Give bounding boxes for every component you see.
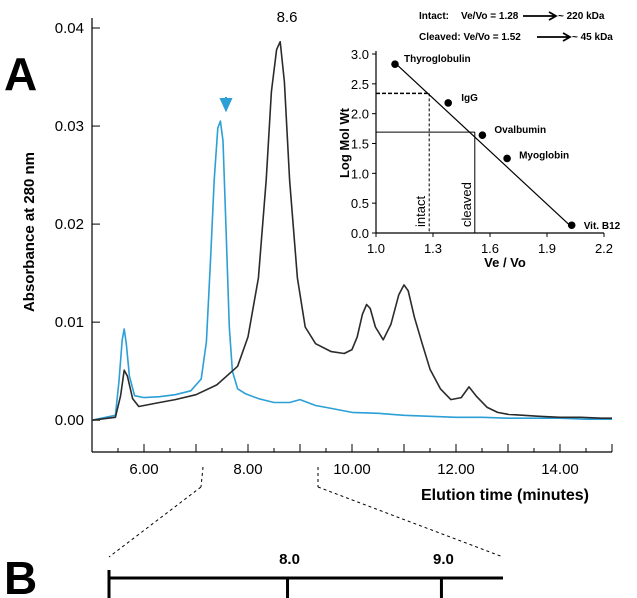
- note-intact-ratio: Ve/Vo = 1.28: [461, 11, 519, 22]
- main-chromatogram: 0.00 0.01 0.02 0.03 0.04 6.00 8.00 10.00 12.00 1…: [21, 9, 613, 504]
- data-point: [503, 154, 511, 163]
- data-point: [391, 60, 399, 68]
- inset-y-tick-label: 1.0: [351, 166, 369, 181]
- zoom-guides: [108, 466, 504, 558]
- point-label: Myoglobin: [519, 150, 569, 161]
- inset-x-title: Ve / Vo: [484, 255, 526, 270]
- inset-x-tick-label: 2.2: [595, 241, 613, 256]
- x-axis-title: Elution time (minutes): [421, 487, 589, 504]
- inset-x-tick-label: 1.6: [481, 241, 499, 256]
- inset-x-tick-label: 1.3: [424, 241, 442, 256]
- y-tick-label: 0.03: [55, 118, 84, 135]
- panel-a-label: A: [4, 48, 37, 100]
- inset-y-tick-label: 3.0: [351, 47, 369, 62]
- x-tick-label: 14.00: [541, 461, 579, 478]
- x-tick-label: 8.00: [233, 461, 262, 478]
- data-point: [444, 99, 453, 107]
- inset-y-tick-label: 2.0: [351, 107, 369, 122]
- inset-axes: [375, 51, 604, 234]
- fit-line: [394, 62, 573, 228]
- x-tick-label: 6.00: [129, 461, 158, 478]
- y-tick-label: 0.04: [55, 20, 84, 37]
- series-line-cleaved: [91, 120, 612, 421]
- point-label: Thyroglobulin: [404, 54, 471, 65]
- note-intact-prefix: Intact:: [419, 11, 449, 22]
- panel-b-scale: 8.0 9.0: [107, 551, 503, 598]
- main-x-ticks: 6.00 8.00 10.00 12.00 14.00: [91, 444, 613, 478]
- inset-x-tick-label: 1.9: [538, 241, 556, 256]
- data-point: [478, 131, 487, 139]
- inset-x-tick-label: 1.0: [367, 241, 385, 256]
- scale-tick-label: 9.0: [433, 551, 454, 568]
- inset-points: Thyroglobulin IgG Ovalbumin Myoglobin Vit. B…: [391, 54, 621, 232]
- marker-label-intact: intact: [413, 196, 428, 227]
- data-point: [567, 221, 576, 230]
- note-cleaved-prefix: Cleaved: Ve/Vo = 1.52: [419, 32, 521, 43]
- inset-y-title: Log Mol Wt: [337, 107, 352, 178]
- peak-label: 8.6: [277, 9, 298, 26]
- inset-ticks: 0.0 0.5 1.0 1.5 2.0 2.5 3.0 1.0 1.3 1.6 1.9 2.2: [351, 47, 613, 256]
- note-intact-result: ~ 220 kDa: [558, 11, 605, 22]
- inset-y-tick-label: 0.5: [351, 196, 369, 211]
- panel-b-label: B: [4, 552, 37, 598]
- point-label: Vit. B12: [584, 221, 621, 232]
- arrowhead-icon: [219, 97, 233, 113]
- y-tick-label: 0.00: [55, 412, 84, 429]
- inset-y-tick-label: 0.0: [351, 226, 369, 241]
- x-tick-label: 12.00: [437, 461, 475, 478]
- point-label: Ovalbumin: [494, 125, 546, 136]
- arrow-right-icon: [523, 11, 558, 21]
- inset-fit-line: [394, 62, 573, 228]
- main-series: [91, 40, 612, 421]
- y-tick-label: 0.02: [55, 216, 84, 233]
- calibration-inset: Intact: Ve/Vo = 1.28 ~ 220 kDa Cleaved: …: [337, 11, 621, 270]
- inset-y-tick-label: 2.5: [351, 77, 369, 92]
- y-tick-label: 0.01: [55, 314, 84, 331]
- main-y-ticks: 0.00 0.01 0.02 0.03 0.04: [55, 20, 100, 429]
- point-label: IgG: [461, 93, 478, 104]
- series-line-intact: [91, 40, 612, 421]
- marker-label-cleaved: cleaved: [459, 182, 474, 227]
- note-cleaved-result: ~ 45 kDa: [572, 32, 613, 43]
- x-tick-label: 10.00: [333, 461, 371, 478]
- arrow-right-icon: [537, 32, 572, 42]
- inset-marker-lines: intact cleaved: [376, 92, 476, 233]
- y-axis-title: Absorbance at 280 nm: [21, 152, 38, 312]
- scale-tick-label: 8.0: [279, 551, 300, 568]
- inset-y-tick-label: 1.5: [351, 137, 369, 152]
